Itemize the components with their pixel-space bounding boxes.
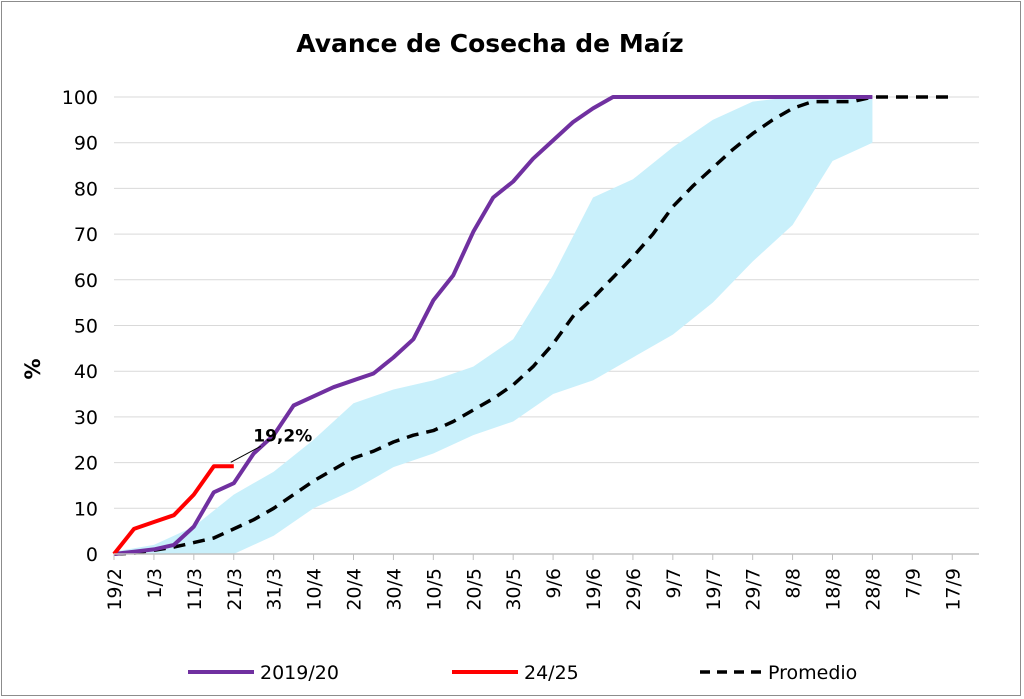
series-line-0 (113, 95, 873, 556)
series-line-1 (112, 464, 234, 556)
x-tick-label: 21/3 (224, 568, 246, 611)
legend-label-0: 2019/20 (260, 662, 339, 684)
annotation-leader (230, 445, 261, 463)
axes (113, 553, 979, 560)
band-area (114, 97, 873, 554)
series-line-2 (113, 95, 953, 556)
x-tick-label: 20/4 (344, 568, 366, 611)
range-band (114, 97, 873, 554)
legend-label-2: Promedio (768, 662, 857, 684)
x-tick-label: 9/7 (663, 568, 685, 599)
y-tick-labels: 0 10 20 30 40 50 60 70 80 90 100 (62, 87, 98, 566)
x-tick-label: 1/3 (144, 568, 166, 599)
y-tick-label: 40 (74, 361, 98, 383)
legend: 2019/20 24/25 Promedio (188, 662, 857, 684)
y-tick-label: 70 (74, 224, 98, 246)
y-tick-label: 30 (74, 407, 98, 429)
x-tick-label: 28/8 (862, 568, 884, 611)
y-tick-label: 80 (74, 178, 98, 200)
x-tick-label: 31/3 (264, 568, 286, 611)
x-tick-label: 19/2 (104, 568, 126, 611)
y-tick-label: 20 (74, 453, 98, 475)
legend-label-1: 24/25 (524, 662, 579, 684)
y-tick-label: 90 (74, 133, 98, 155)
x-tick-label: 9/6 (543, 568, 565, 599)
x-tick-label: 17/9 (942, 568, 964, 611)
x-tick-label: 29/6 (623, 568, 645, 611)
annotations: 19,2% (230, 426, 312, 463)
x-tick-label: 8/8 (783, 568, 805, 599)
y-tick-label: 60 (74, 270, 98, 292)
x-tick-label: 19/7 (703, 568, 725, 611)
x-tick-label: 29/7 (743, 568, 765, 611)
y-tick-label: 100 (62, 87, 98, 109)
x-tick-label: 10/4 (304, 568, 326, 611)
x-tick-label: 30/5 (503, 568, 525, 611)
y-tick-label: 10 (74, 498, 98, 520)
x-tick-label: 11/3 (184, 568, 206, 611)
x-tick-label: 10/5 (423, 568, 445, 611)
x-tick-label: 7/9 (902, 568, 924, 599)
chart-title: Avance de Cosecha de Maíz (296, 29, 683, 58)
annotation-label: 19,2% (253, 426, 312, 446)
x-tick-label: 20/5 (463, 568, 485, 611)
x-tick-label: 18/8 (823, 568, 845, 611)
x-tick-label: 19/6 (583, 568, 605, 611)
y-axis-label: % (21, 358, 45, 379)
series-lines (112, 95, 953, 556)
y-tick-label: 50 (74, 316, 98, 338)
x-tick-label: 30/4 (383, 568, 405, 611)
y-tick-label: 0 (86, 544, 98, 566)
x-tick-labels: 19/2 1/3 11/3 21/3 31/3 10/4 20/4 30/4 10/5 20/5 3… (104, 568, 964, 611)
